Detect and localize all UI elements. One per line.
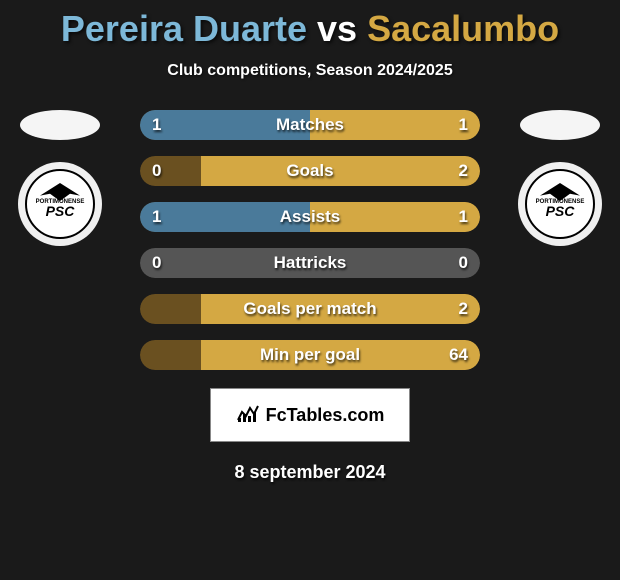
stat-label: Goals [286,161,333,181]
flag-left [20,110,100,140]
stat-value-left: 1 [152,115,161,135]
stat-label: Min per goal [260,345,360,365]
badge-inner-left: PORTIMONENSE PSC [25,169,95,239]
branding-box[interactable]: FcTables.com [210,388,410,442]
subtitle: Club competitions, Season 2024/2025 [0,62,620,80]
badge-main-text-left: PSC [46,203,75,219]
stat-row: Goals per match 2 [140,294,480,324]
bar-right-fill [201,156,480,186]
stat-value-right: 0 [459,253,468,273]
stat-label: Assists [280,207,340,227]
club-badge-right: PORTIMONENSE PSC [518,162,602,246]
badge-main-text-right: PSC [546,203,575,219]
stat-value-right: 1 [459,207,468,227]
stat-row: 0 Goals 2 [140,156,480,186]
vs-text: vs [307,8,367,49]
stat-value-right: 64 [449,345,468,365]
flag-right [520,110,600,140]
player1-name: Pereira Duarte [61,8,307,49]
chart-icon [236,402,260,428]
stat-row: 0 Hattricks 0 [140,248,480,278]
stat-row: 1 Matches 1 [140,110,480,140]
stat-value-left: 0 [152,161,161,181]
stat-value-right: 2 [459,299,468,319]
stat-label: Goals per match [243,299,376,319]
badge-inner-right: PORTIMONENSE PSC [525,169,595,239]
stat-label: Matches [276,115,344,135]
stat-value-left: 1 [152,207,161,227]
stat-value-right: 1 [459,115,468,135]
stat-value-right: 2 [459,161,468,181]
stat-row: 1 Assists 1 [140,202,480,232]
player2-name: Sacalumbo [367,8,559,49]
branding-text: FcTables.com [266,405,385,426]
date-text: 8 september 2024 [0,462,620,483]
chart-area: PORTIMONENSE PSC PORTIMONENSE PSC 1 Match… [0,110,620,380]
club-badge-left: PORTIMONENSE PSC [18,162,102,246]
stat-label: Hattricks [274,253,347,273]
comparison-title: Pereira Duarte vs Sacalumbo [0,0,620,50]
stat-value-left: 0 [152,253,161,273]
stat-bars: 1 Matches 1 0 Goals 2 1 Assists 1 0 Hattricks 0 Goal… [140,110,480,386]
stat-row: Min per goal 64 [140,340,480,370]
